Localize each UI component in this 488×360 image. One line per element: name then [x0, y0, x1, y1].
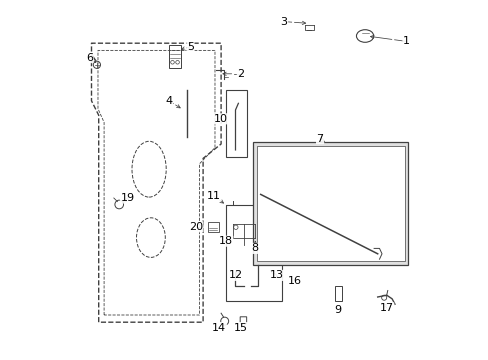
Text: 1: 1	[402, 36, 409, 46]
Text: 16: 16	[287, 276, 301, 286]
Bar	[207, 222, 218, 232]
Text: 3: 3	[280, 17, 287, 27]
Text: 12: 12	[228, 270, 242, 280]
Bar	[257, 146, 404, 261]
Text: 10: 10	[214, 114, 227, 124]
Text: 6: 6	[86, 53, 93, 63]
Text: 17: 17	[379, 303, 393, 313]
Text: 13: 13	[269, 270, 284, 280]
Bar	[168, 45, 181, 68]
Bar	[253, 142, 407, 265]
Text: 18: 18	[218, 236, 232, 246]
Text: 15: 15	[233, 323, 247, 333]
Bar	[335, 286, 341, 301]
Text: 14: 14	[212, 323, 226, 333]
Text: 4: 4	[165, 96, 172, 106]
Text: 2: 2	[237, 69, 244, 79]
Bar	[225, 205, 281, 301]
Text: 7: 7	[316, 134, 323, 144]
Text: 8: 8	[251, 243, 258, 253]
Text: 11: 11	[206, 191, 221, 201]
Text: 5: 5	[186, 42, 194, 52]
Text: 20: 20	[188, 222, 203, 232]
Text: 9: 9	[334, 305, 341, 315]
Text: 19: 19	[120, 193, 134, 203]
Bar	[225, 90, 247, 157]
